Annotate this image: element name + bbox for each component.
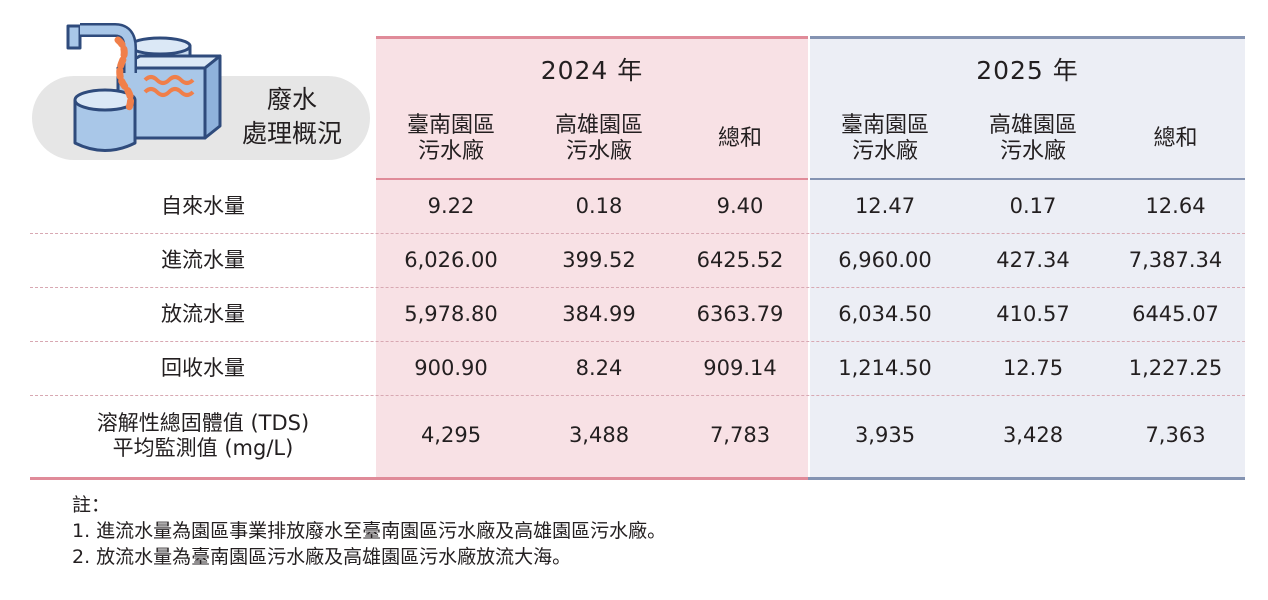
title-line-1: 廢水 <box>267 85 317 114</box>
table-cell: 410.57 <box>996 301 1070 326</box>
subheader-kaohsiung-2025: 高雄園區 污水廠 <box>988 112 1077 164</box>
subheader-tainan-2025: 臺南園區 污水廠 <box>840 112 929 164</box>
table-cell: 7,363 <box>1145 423 1206 448</box>
year-header-2024: 2024 年 <box>376 36 808 101</box>
table-cell: 399.52 <box>562 247 636 272</box>
table-cell: 6363.79 <box>696 301 784 326</box>
column-group-2024 <box>376 98 808 478</box>
subheader-total-2025: 總和 <box>1153 125 1198 151</box>
row-label: 放流水量 <box>161 301 245 326</box>
title-line-2: 處理概況 <box>242 119 342 148</box>
table-cell: 427.34 <box>996 247 1070 272</box>
row-divider <box>30 287 1245 288</box>
footnote-item: 2. 放流水量為臺南園區污水廠及高雄園區污水廠放流大海。 <box>72 546 572 568</box>
table-cell: 6425.52 <box>696 247 784 272</box>
row-label: 溶解性總固體值 (TDS) 平均監測值 (mg/L) <box>96 410 310 460</box>
table-cell: 1,227.25 <box>1128 355 1223 380</box>
footnotes: 註： 1. 進流水量為園區事業排放廢水至臺南園區污水廠及高雄園區污水廠。 2. … <box>72 492 666 570</box>
table-cell: 12.75 <box>1002 355 1064 380</box>
row-label: 回收水量 <box>161 355 245 380</box>
table-bottom-border-2024 <box>30 477 808 480</box>
footnote-heading: 註： <box>72 494 111 516</box>
subheader-total-2024: 總和 <box>717 125 762 151</box>
column-group-2025 <box>810 98 1245 478</box>
table-cell: 3,935 <box>854 423 916 448</box>
subheader-tainan-2024: 臺南園區 污水廠 <box>406 112 495 164</box>
table-cell: 9.22 <box>427 193 475 218</box>
table-cell: 3,428 <box>1002 423 1064 448</box>
table-cell: 5,978.80 <box>404 301 498 326</box>
table-cell: 6445.07 <box>1132 301 1219 326</box>
row-divider <box>30 395 1245 396</box>
row-divider <box>30 341 1245 342</box>
table-cell: 3,488 <box>568 423 630 448</box>
table-cell: 384.99 <box>562 301 636 326</box>
footnote-item: 1. 進流水量為園區事業排放廢水至臺南園區污水廠及高雄園區污水廠。 <box>72 520 667 542</box>
year-header-2025: 2025 年 <box>810 36 1245 101</box>
table-cell: 8.24 <box>575 355 623 380</box>
table-cell: 6,026.00 <box>404 247 498 272</box>
table-cell: 12.47 <box>854 193 916 218</box>
table-cell: 900.90 <box>414 355 488 380</box>
subheader-kaohsiung-2024: 高雄園區 污水廠 <box>554 112 643 164</box>
table-cell: 12.64 <box>1145 193 1206 218</box>
wastewater-treatment-icon: 廢水 處理概況 <box>32 23 370 160</box>
row-label: 自來水量 <box>161 193 245 218</box>
subheader-divider-2025 <box>810 178 1245 180</box>
table-bottom-border-2025 <box>808 477 1245 480</box>
table-cell: 909.14 <box>703 355 777 380</box>
table-cell: 7,387.34 <box>1128 247 1223 272</box>
row-divider <box>30 233 1245 234</box>
table-cell: 9.40 <box>716 193 764 218</box>
subheader-divider-2024 <box>376 178 808 180</box>
table-cell: 6,960.00 <box>838 247 932 272</box>
table-cell: 0.18 <box>575 193 623 218</box>
row-label: 進流水量 <box>161 247 245 272</box>
table-cell: 7,783 <box>709 423 771 448</box>
table-cell: 0.17 <box>1009 193 1057 218</box>
table-cell: 6,034.50 <box>838 301 932 326</box>
table-cell: 1,214.50 <box>838 355 932 380</box>
table-cell: 4,295 <box>420 423 482 448</box>
